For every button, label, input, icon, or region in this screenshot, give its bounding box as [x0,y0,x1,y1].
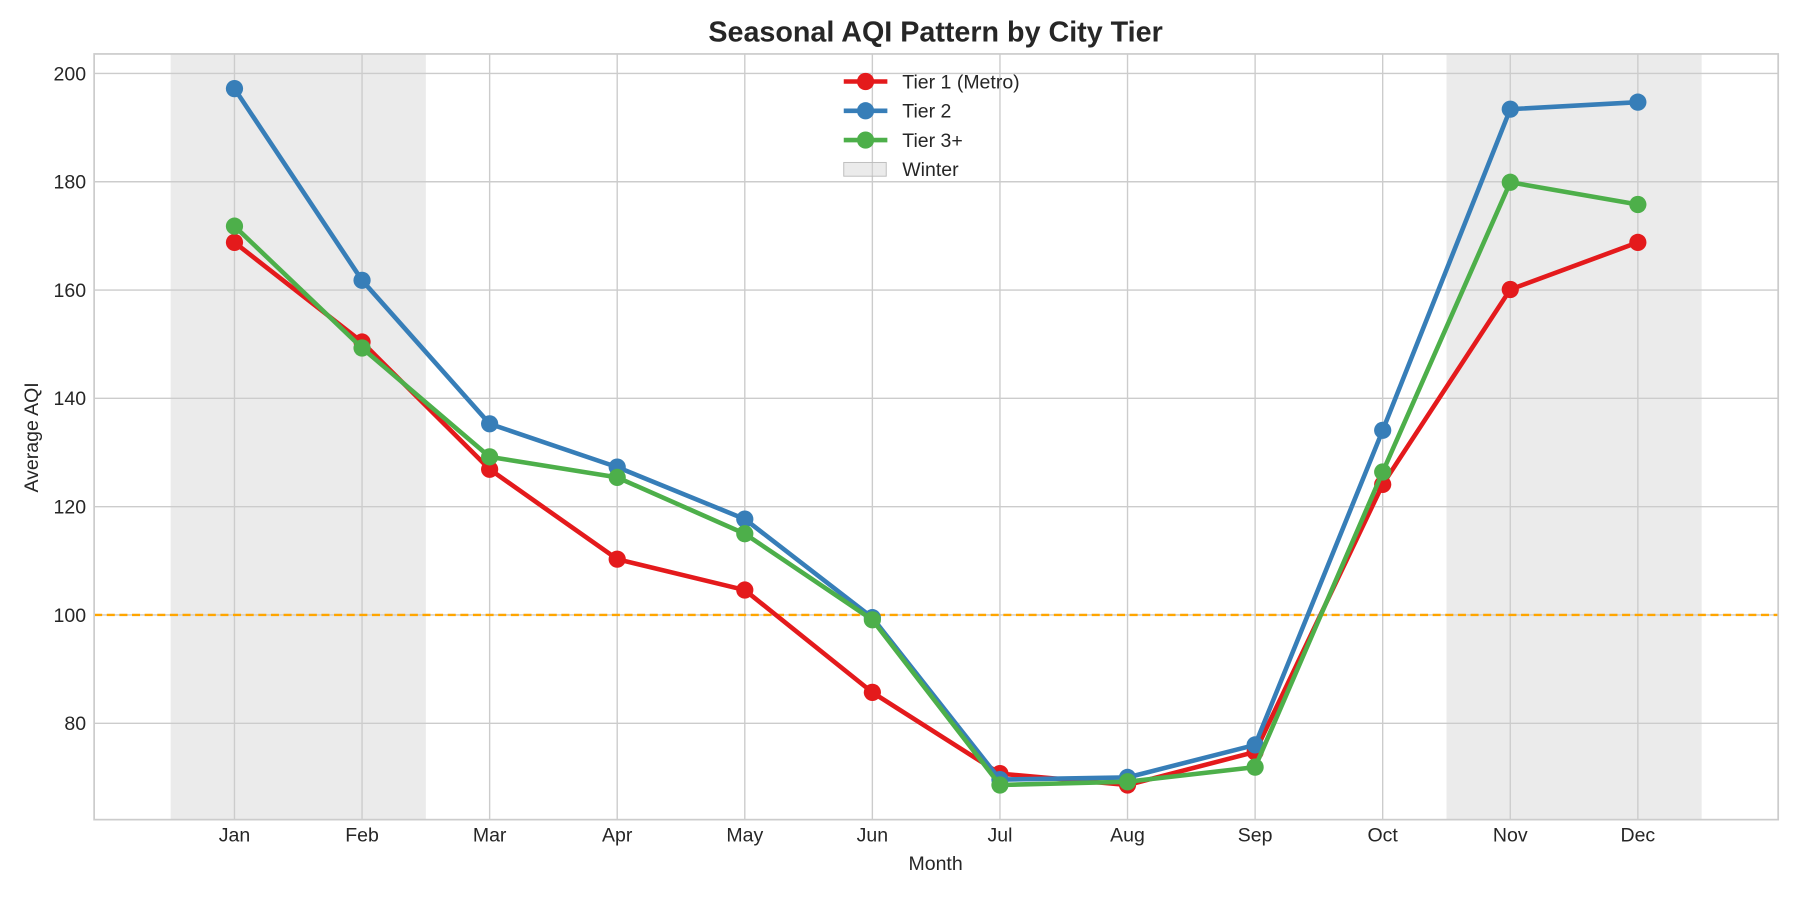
data-point [1501,173,1519,191]
data-point [1501,100,1519,118]
x-tick-label: Mar [473,824,507,846]
series-2 [225,173,1647,794]
y-tick-label: 80 [64,713,86,735]
x-tick-label: Aug [1110,824,1145,846]
y-axis-label: Average AQI [21,382,43,492]
legend: Tier 1 (Metro) Tier 2 Tier 3+ Winter [843,71,1020,181]
tick-labels: Jan Feb Mar Apr May Jun Jul Aug Sep Oct Nov Dec 80 10… [54,63,1656,846]
data-point [481,460,499,478]
data-point [1246,736,1264,754]
data-point [1629,233,1647,252]
y-tick-label: 180 [54,172,87,194]
data-point [863,683,881,701]
x-tick-label: Jun [857,824,888,846]
x-tick-label: Apr [602,824,633,846]
data-point [225,217,244,235]
data-point [608,550,626,568]
legend-marker [856,72,875,91]
data-point [225,233,244,252]
data-point [1118,773,1137,791]
x-tick-label: Oct [1368,824,1399,846]
data-point [1374,421,1392,439]
series-line [232,87,1638,782]
data-point [1629,93,1647,111]
grid-lines [94,53,1779,820]
legend-label: Tier 3+ [902,130,963,152]
legend-label: Tier 1 (Metro) [902,71,1019,93]
series-line [232,179,1639,788]
data-point [736,510,754,528]
y-tick-label: 200 [54,63,87,85]
x-tick-label: Dec [1621,824,1656,846]
winter-shade-region [170,53,426,820]
data-point [736,581,754,599]
series-line [233,240,1639,788]
data-point [1501,280,1519,299]
y-tick-label: 140 [54,388,87,410]
y-tick-label: 100 [54,605,87,627]
series-1 [225,80,1647,789]
y-tick-label: 160 [54,280,87,302]
data-point [736,525,754,543]
data-point [608,468,626,487]
legend-label: Tier 2 [902,101,951,123]
x-tick-label: Jul [987,824,1012,846]
legend-marker [856,102,875,120]
y-tick-label: 120 [54,497,87,519]
chart-title: Seasonal AQI Pattern by City Tier [708,16,1162,48]
x-axis-label: Month [908,853,962,875]
data-point [353,339,371,357]
data-point [225,80,244,98]
x-tick-label: May [726,824,763,846]
legend-label: Winter [902,159,959,181]
series-group [225,80,1647,794]
data-point [481,415,499,433]
x-tick-label: Nov [1493,824,1528,846]
legend-swatch [843,161,887,177]
series-0 [225,233,1647,794]
data-point [481,448,499,466]
data-point [1629,195,1647,214]
data-point [863,611,881,629]
x-tick-label: Feb [345,824,379,846]
legend-marker [856,131,875,149]
data-point [353,271,371,289]
x-tick-label: Jan [219,824,250,846]
x-tick-label: Sep [1238,824,1273,846]
data-point [1246,758,1264,776]
plot-frame [93,53,1780,821]
data-point [1374,463,1392,481]
data-point [991,776,1009,794]
